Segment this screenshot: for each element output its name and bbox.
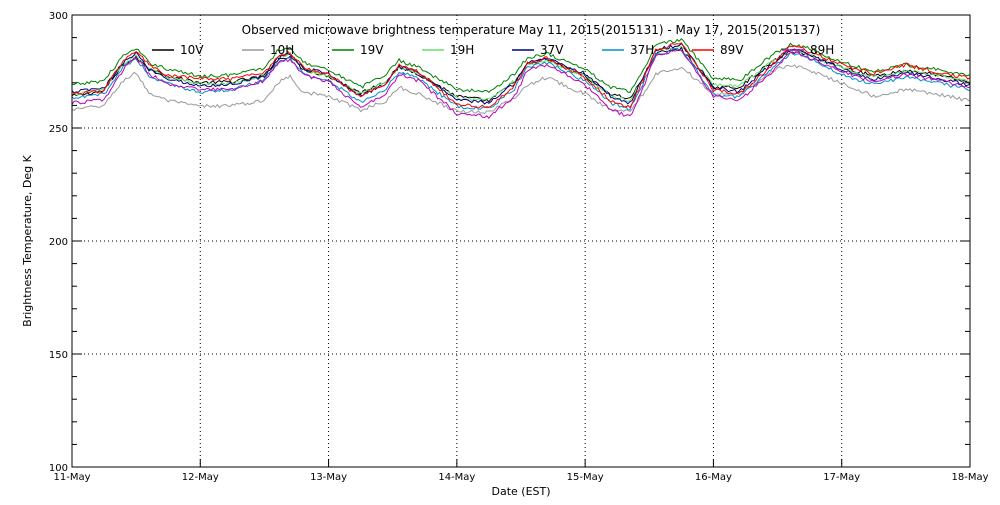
x-tick-label: 18-May	[951, 472, 988, 483]
x-tick-label: 11-May	[53, 472, 90, 483]
x-tick-label: 12-May	[182, 472, 219, 483]
x-tick-label: 13-May	[310, 472, 347, 483]
legend-label-89v: 89V	[720, 43, 744, 57]
legend-label-89h: 89H	[810, 43, 834, 57]
series-line-89v	[71, 42, 971, 109]
y-tick-label: 200	[49, 237, 68, 248]
grid-layer	[72, 15, 970, 467]
series-layer	[71, 37, 971, 119]
legend-label-37v: 37V	[540, 43, 564, 57]
y-tick-label: 300	[49, 11, 68, 22]
x-axis-label: Date (EST)	[491, 485, 550, 498]
legend-label-37h: 37H	[630, 43, 654, 57]
x-tick-label: 15-May	[567, 472, 604, 483]
x-tick-label: 17-May	[823, 472, 860, 483]
legend-label-19v: 19V	[360, 43, 384, 57]
legend-label-10v: 10V	[180, 43, 204, 57]
tick-layer: 100 150 200 250 300 11-May 12-May 13-May 14-May 1…	[49, 11, 989, 483]
series-line-89h	[71, 49, 971, 119]
x-tick-label: 16-May	[695, 472, 732, 483]
series-line-37h	[71, 47, 971, 111]
legend: 10V 10H 19V 19H 37V 37H 89V 89H	[152, 43, 834, 57]
y-tick-label: 100	[49, 463, 68, 474]
chart-title: Observed microwave brightness temperatur…	[242, 23, 821, 37]
legend-label-19h: 19H	[450, 43, 474, 57]
series-line-10h	[71, 64, 971, 114]
y-axis-label: Brightness Temperature, Deg K	[21, 154, 34, 326]
series-line-37v	[71, 42, 971, 105]
legend-label-10h: 10H	[270, 43, 294, 57]
x-tick-label: 14-May	[438, 472, 475, 483]
y-tick-label: 150	[49, 350, 68, 361]
y-tick-label: 250	[49, 124, 68, 135]
